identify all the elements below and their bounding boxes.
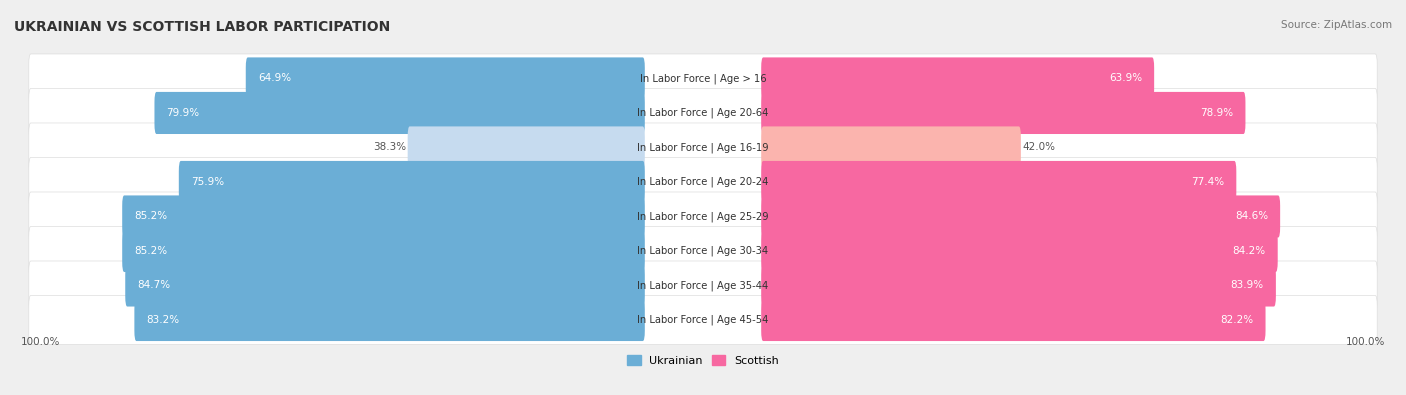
Text: 84.6%: 84.6% [1234, 211, 1268, 222]
Text: In Labor Force | Age 16-19: In Labor Force | Age 16-19 [637, 142, 769, 153]
FancyBboxPatch shape [155, 92, 645, 134]
Text: 85.2%: 85.2% [134, 246, 167, 256]
FancyBboxPatch shape [135, 299, 645, 341]
FancyBboxPatch shape [761, 230, 1278, 272]
Text: 100.0%: 100.0% [21, 337, 60, 348]
Text: 38.3%: 38.3% [373, 143, 406, 152]
Text: In Labor Force | Age 45-54: In Labor Force | Age 45-54 [637, 315, 769, 325]
FancyBboxPatch shape [28, 226, 1378, 275]
FancyBboxPatch shape [28, 54, 1378, 103]
Text: 42.0%: 42.0% [1022, 143, 1054, 152]
FancyBboxPatch shape [28, 88, 1378, 137]
Text: In Labor Force | Age 20-64: In Labor Force | Age 20-64 [637, 108, 769, 118]
FancyBboxPatch shape [122, 196, 645, 237]
Text: 63.9%: 63.9% [1109, 73, 1142, 83]
Text: 79.9%: 79.9% [166, 108, 200, 118]
Text: 64.9%: 64.9% [257, 73, 291, 83]
FancyBboxPatch shape [28, 123, 1378, 172]
FancyBboxPatch shape [28, 295, 1378, 344]
FancyBboxPatch shape [125, 264, 645, 307]
Text: UKRAINIAN VS SCOTTISH LABOR PARTICIPATION: UKRAINIAN VS SCOTTISH LABOR PARTICIPATIO… [14, 20, 391, 34]
FancyBboxPatch shape [28, 158, 1378, 207]
Text: Source: ZipAtlas.com: Source: ZipAtlas.com [1281, 20, 1392, 30]
Text: In Labor Force | Age 35-44: In Labor Force | Age 35-44 [637, 280, 769, 291]
Text: 85.2%: 85.2% [134, 211, 167, 222]
Text: 84.2%: 84.2% [1233, 246, 1265, 256]
Text: 100.0%: 100.0% [1346, 337, 1385, 348]
Text: 83.9%: 83.9% [1230, 280, 1264, 290]
FancyBboxPatch shape [179, 161, 645, 203]
Text: 84.7%: 84.7% [138, 280, 170, 290]
Text: 78.9%: 78.9% [1201, 108, 1233, 118]
FancyBboxPatch shape [28, 192, 1378, 241]
Text: 77.4%: 77.4% [1191, 177, 1225, 187]
Text: In Labor Force | Age 30-34: In Labor Force | Age 30-34 [637, 246, 769, 256]
FancyBboxPatch shape [761, 126, 1021, 169]
FancyBboxPatch shape [246, 57, 645, 100]
FancyBboxPatch shape [122, 230, 645, 272]
Legend: Ukrainian, Scottish: Ukrainian, Scottish [627, 355, 779, 366]
FancyBboxPatch shape [761, 299, 1265, 341]
FancyBboxPatch shape [28, 261, 1378, 310]
Text: In Labor Force | Age 25-29: In Labor Force | Age 25-29 [637, 211, 769, 222]
FancyBboxPatch shape [761, 161, 1236, 203]
FancyBboxPatch shape [408, 126, 645, 169]
FancyBboxPatch shape [761, 264, 1275, 307]
Text: 83.2%: 83.2% [146, 315, 180, 325]
Text: In Labor Force | Age 20-24: In Labor Force | Age 20-24 [637, 177, 769, 187]
Text: In Labor Force | Age > 16: In Labor Force | Age > 16 [640, 73, 766, 84]
FancyBboxPatch shape [761, 196, 1279, 237]
FancyBboxPatch shape [761, 92, 1246, 134]
FancyBboxPatch shape [761, 57, 1154, 100]
Text: 82.2%: 82.2% [1220, 315, 1254, 325]
Text: 75.9%: 75.9% [191, 177, 224, 187]
